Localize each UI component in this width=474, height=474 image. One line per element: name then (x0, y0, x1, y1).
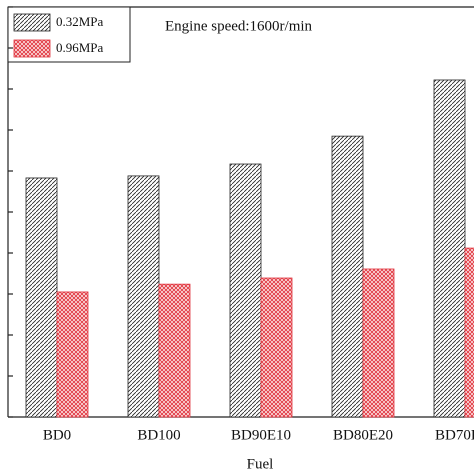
bar (433, 79, 466, 418)
chart-title: Engine speed:1600r/min (165, 18, 313, 34)
bar (464, 247, 474, 418)
x-tick-label: BD100 (137, 427, 180, 443)
bar (127, 175, 160, 418)
x-axis-title: Fuel (247, 456, 274, 472)
x-tick-label: BD70E30 (435, 427, 474, 443)
legend-swatch (13, 13, 51, 32)
bar (56, 291, 89, 418)
bar (158, 283, 191, 418)
legend-label: 0.32MPa (56, 14, 104, 29)
bar (25, 177, 58, 418)
x-tick-label: BD90E10 (231, 427, 291, 443)
bar (229, 163, 262, 418)
bar (331, 135, 364, 418)
legend-label: 0.96MPa (56, 40, 104, 55)
x-tick-label: BD0 (43, 427, 71, 443)
x-tick-label: BD80E20 (333, 427, 393, 443)
bar (362, 268, 395, 418)
bar (260, 277, 293, 418)
legend-swatch (13, 39, 51, 58)
